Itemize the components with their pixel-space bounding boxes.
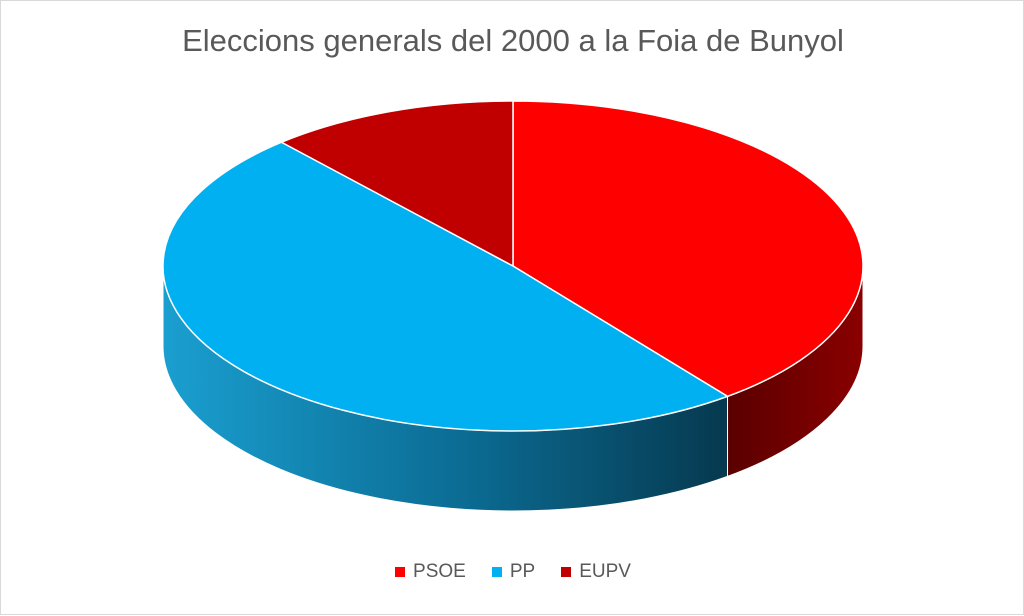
legend-swatch-psoe: [395, 567, 406, 577]
legend-item-pp: PP: [491, 561, 536, 583]
legend-label-pp: PP: [509, 561, 536, 582]
legend: PSOE PP EUPV: [1, 561, 1024, 583]
pie-slice-pp: [162, 141, 730, 432]
legend-label-psoe: PSOE: [413, 561, 466, 582]
pie-slice-eupv: [279, 100, 514, 268]
legend-item-eupv: EUPV: [561, 561, 631, 583]
pie-slice-psoe: [512, 100, 864, 398]
chart-title: Eleccions generals del 2000 a la Foia de…: [182, 23, 844, 58]
legend-item-psoe: PSOE: [395, 561, 466, 583]
legend-swatch-pp: [491, 567, 502, 577]
legend-swatch-eupv: [561, 567, 572, 577]
legend-label-eupv: EUPV: [579, 561, 631, 582]
